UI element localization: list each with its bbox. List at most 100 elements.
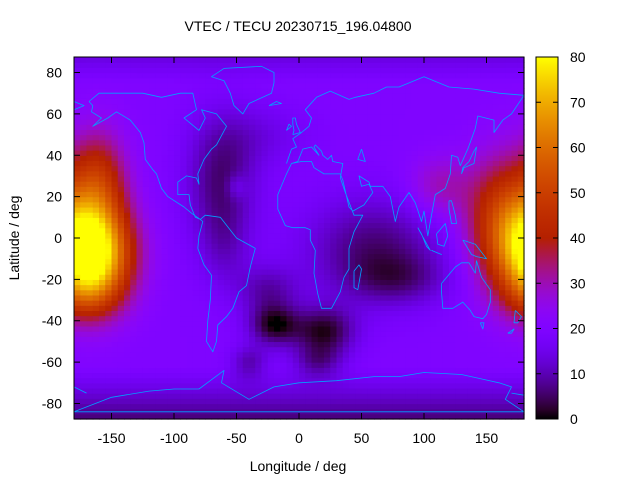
heatmap-cell: [386, 72, 394, 79]
heatmap-cell: [280, 134, 288, 141]
heatmap-cell: [242, 341, 250, 348]
heatmap-cell: [161, 248, 169, 255]
heatmap-cell: [292, 108, 300, 115]
heatmap-cell: [442, 300, 450, 306]
heatmap-cell: [230, 88, 238, 94]
heatmap-cell: [205, 160, 213, 167]
heatmap-cell: [174, 119, 181, 125]
heatmap-cell: [336, 191, 344, 198]
heatmap-cell: [292, 175, 300, 182]
heatmap-cell: [511, 320, 519, 327]
heatmap-cell: [111, 300, 119, 306]
heatmap-cell: [442, 206, 450, 213]
heatmap-cell: [311, 320, 319, 327]
heatmap-cell: [217, 144, 225, 151]
heatmap-cell: [349, 320, 356, 327]
heatmap-cell: [380, 67, 388, 74]
heatmap-cell: [380, 217, 388, 224]
heatmap-cell: [261, 325, 269, 332]
heatmap-cell: [499, 367, 506, 374]
heatmap-cell: [80, 103, 88, 110]
heatmap-cell: [417, 108, 425, 115]
heatmap-cell: [124, 346, 131, 353]
heatmap-cell: [224, 305, 231, 311]
heatmap-cell: [405, 144, 413, 151]
heatmap-cell: [336, 263, 344, 270]
heatmap-cell: [305, 62, 313, 68]
heatmap-cell: [492, 248, 500, 255]
heatmap-cell: [217, 274, 225, 280]
heatmap-cell: [386, 274, 394, 280]
heatmap-cell: [92, 284, 100, 291]
heatmap-cell: [324, 206, 331, 213]
heatmap-cell: [174, 72, 181, 79]
heatmap-cell: [192, 108, 200, 115]
heatmap-cell: [330, 263, 338, 270]
heatmap-cell: [424, 346, 431, 353]
heatmap-cell: [292, 139, 300, 146]
heatmap-cell: [374, 325, 381, 332]
heatmap-cell: [99, 243, 106, 249]
heatmap-cell: [417, 387, 425, 394]
heatmap-cell: [142, 139, 150, 146]
heatmap-cell: [199, 279, 206, 286]
heatmap-cell: [92, 175, 100, 182]
heatmap-cell: [511, 212, 519, 218]
heatmap-cell: [355, 77, 363, 84]
heatmap-cell: [230, 331, 238, 337]
heatmap-cell: [211, 82, 219, 89]
heatmap-cell: [480, 284, 488, 291]
heatmap-cell: [174, 93, 181, 99]
heatmap-cell: [474, 403, 481, 410]
heatmap-cell: [242, 372, 250, 379]
heatmap-cell: [192, 232, 200, 239]
heatmap-cell: [461, 315, 469, 322]
heatmap-cell: [392, 232, 400, 239]
heatmap-cell: [361, 72, 369, 79]
heatmap-cell: [199, 88, 206, 94]
heatmap-cell: [199, 175, 206, 182]
heatmap-cell: [317, 191, 325, 198]
heatmap-cell: [74, 113, 81, 120]
heatmap-cell: [311, 325, 319, 332]
heatmap-cell: [449, 258, 456, 265]
heatmap-cell: [192, 181, 200, 187]
heatmap-cell: [336, 351, 344, 358]
heatmap-cell: [117, 181, 125, 187]
heatmap-cell: [142, 181, 150, 187]
heatmap-cell: [336, 227, 344, 234]
heatmap-cell: [317, 129, 325, 136]
heatmap-cell: [292, 206, 300, 213]
heatmap-cell: [105, 238, 113, 244]
heatmap-cell: [361, 196, 369, 203]
heatmap-cell: [192, 315, 200, 322]
heatmap-cell: [224, 201, 231, 208]
heatmap-cell: [86, 387, 94, 394]
heatmap-cell: [149, 181, 156, 187]
heatmap-cell: [505, 206, 513, 213]
heatmap-cell: [99, 284, 106, 291]
heatmap-cell: [436, 403, 444, 410]
heatmap-cell: [449, 206, 456, 213]
heatmap-cell: [211, 160, 219, 167]
heatmap-cell: [280, 351, 288, 358]
heatmap-cell: [511, 253, 519, 260]
heatmap-cell: [355, 191, 363, 198]
heatmap-cell: [261, 67, 269, 74]
heatmap-cell: [399, 315, 406, 322]
heatmap-cell: [192, 113, 200, 120]
heatmap-cell: [411, 325, 419, 332]
heatmap-cell: [155, 212, 163, 218]
heatmap-cell: [280, 305, 288, 311]
heatmap-cell: [486, 382, 494, 389]
heatmap-cell: [517, 393, 525, 399]
heatmap-cell: [186, 387, 194, 394]
heatmap-cell: [167, 212, 175, 218]
heatmap-cell: [117, 351, 125, 358]
heatmap-cell: [449, 62, 456, 68]
heatmap-cell: [99, 305, 106, 311]
heatmap-cell: [242, 300, 250, 306]
heatmap-cell: [149, 398, 156, 405]
heatmap-cell: [411, 139, 419, 146]
heatmap-cell: [92, 413, 100, 420]
